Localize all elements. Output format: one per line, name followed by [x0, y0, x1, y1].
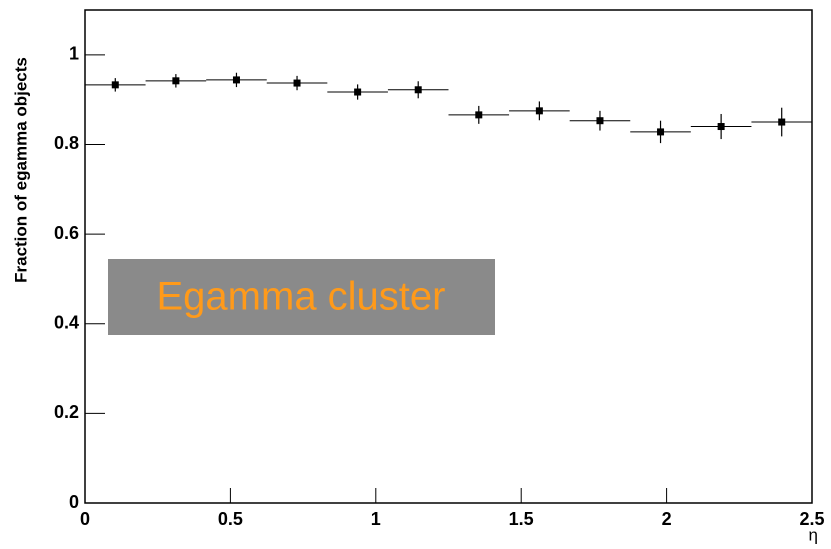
x-tick-label: 0 — [80, 509, 90, 529]
data-point — [414, 86, 422, 94]
data-point — [475, 111, 483, 119]
data-point — [354, 88, 362, 96]
x-tick-label: 1.5 — [509, 509, 534, 529]
data-point — [111, 81, 119, 89]
y-tick-label: 0.2 — [54, 402, 79, 422]
data-point — [293, 79, 301, 87]
data-point — [596, 117, 604, 125]
annotation: Egamma cluster — [157, 275, 446, 319]
data-point — [778, 118, 786, 126]
data-point — [657, 128, 665, 136]
data-point — [232, 76, 240, 84]
x-tick-label: 1 — [371, 509, 381, 529]
y-tick-label: 0.6 — [54, 223, 79, 243]
y-tick-label: 0.4 — [54, 312, 79, 332]
data-point — [717, 123, 725, 131]
x-tick-label: 2 — [662, 509, 672, 529]
x-tick-label: 2.5 — [799, 509, 824, 529]
y-axis-label: Fraction of egamma objects — [11, 57, 30, 283]
y-tick-label: 1 — [69, 44, 79, 64]
x-axis-label: η — [809, 525, 818, 544]
plot-frame — [84, 9, 813, 504]
x-tick-label: 0.5 — [218, 509, 243, 529]
data-point — [172, 77, 180, 85]
y-tick-label: 0.8 — [54, 133, 79, 153]
annotation-box — [108, 259, 495, 335]
data-point — [535, 107, 543, 115]
y-tick-label: 0 — [69, 492, 79, 512]
